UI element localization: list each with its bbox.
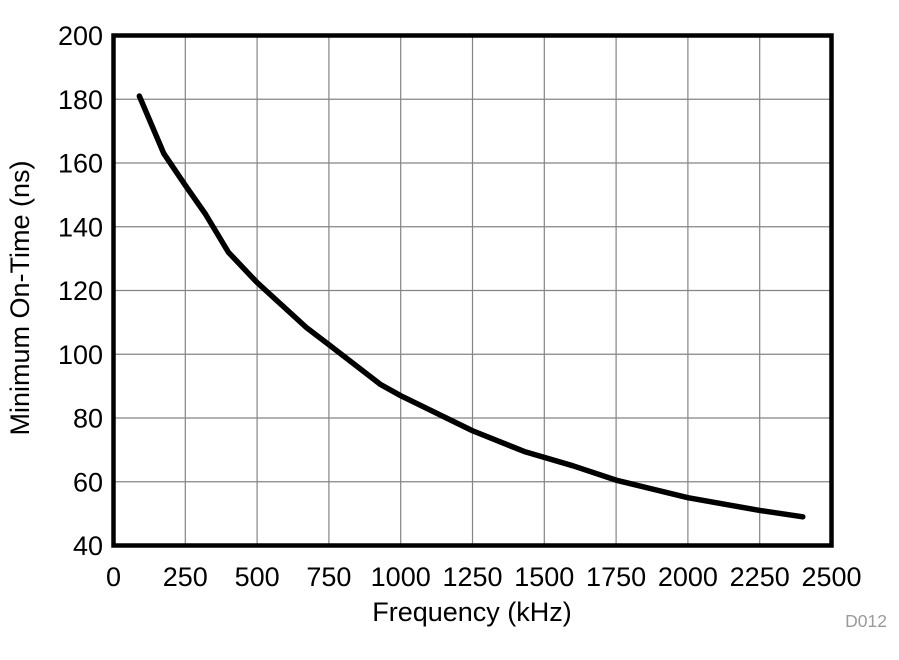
min-on-time-curve <box>136 93 806 520</box>
x-axis-tick-labels: 0 250 500 750 1000 1250 1500 1750 2000 2250 2500 <box>106 562 862 592</box>
gridlines <box>112 34 833 547</box>
x-tick-label: 250 <box>163 562 208 592</box>
x-tick-label: 0 <box>106 562 121 592</box>
x-tick-label: 2250 <box>730 562 790 592</box>
y-axis-title: Minimum On-Time (ns) <box>5 160 35 435</box>
y-tick-label: 60 <box>73 467 103 497</box>
figure-id-watermark: D012 <box>845 611 887 631</box>
x-tick-label: 1000 <box>371 562 431 592</box>
x-tick-label: 1500 <box>514 562 574 592</box>
x-tick-label: 500 <box>235 562 280 592</box>
y-tick-label: 100 <box>58 340 103 370</box>
x-axis-title: Frequency (kHz) <box>372 597 572 627</box>
x-tick-label: 2000 <box>658 562 718 592</box>
x-tick-label: 2500 <box>801 562 861 592</box>
x-tick-label: 750 <box>306 562 351 592</box>
x-tick-label: 1750 <box>586 562 646 592</box>
x-tick-label: 1250 <box>442 562 502 592</box>
y-tick-label: 180 <box>58 85 103 115</box>
plot-border <box>111 33 834 548</box>
y-tick-label: 80 <box>73 404 103 434</box>
y-axis-tick-labels: 40 60 80 100 120 140 160 180 200 <box>58 21 103 561</box>
y-tick-label: 40 <box>73 531 103 561</box>
y-tick-label: 160 <box>58 149 103 179</box>
y-tick-label: 140 <box>58 212 103 242</box>
y-tick-label: 120 <box>58 276 103 306</box>
y-tick-label: 200 <box>58 21 103 51</box>
